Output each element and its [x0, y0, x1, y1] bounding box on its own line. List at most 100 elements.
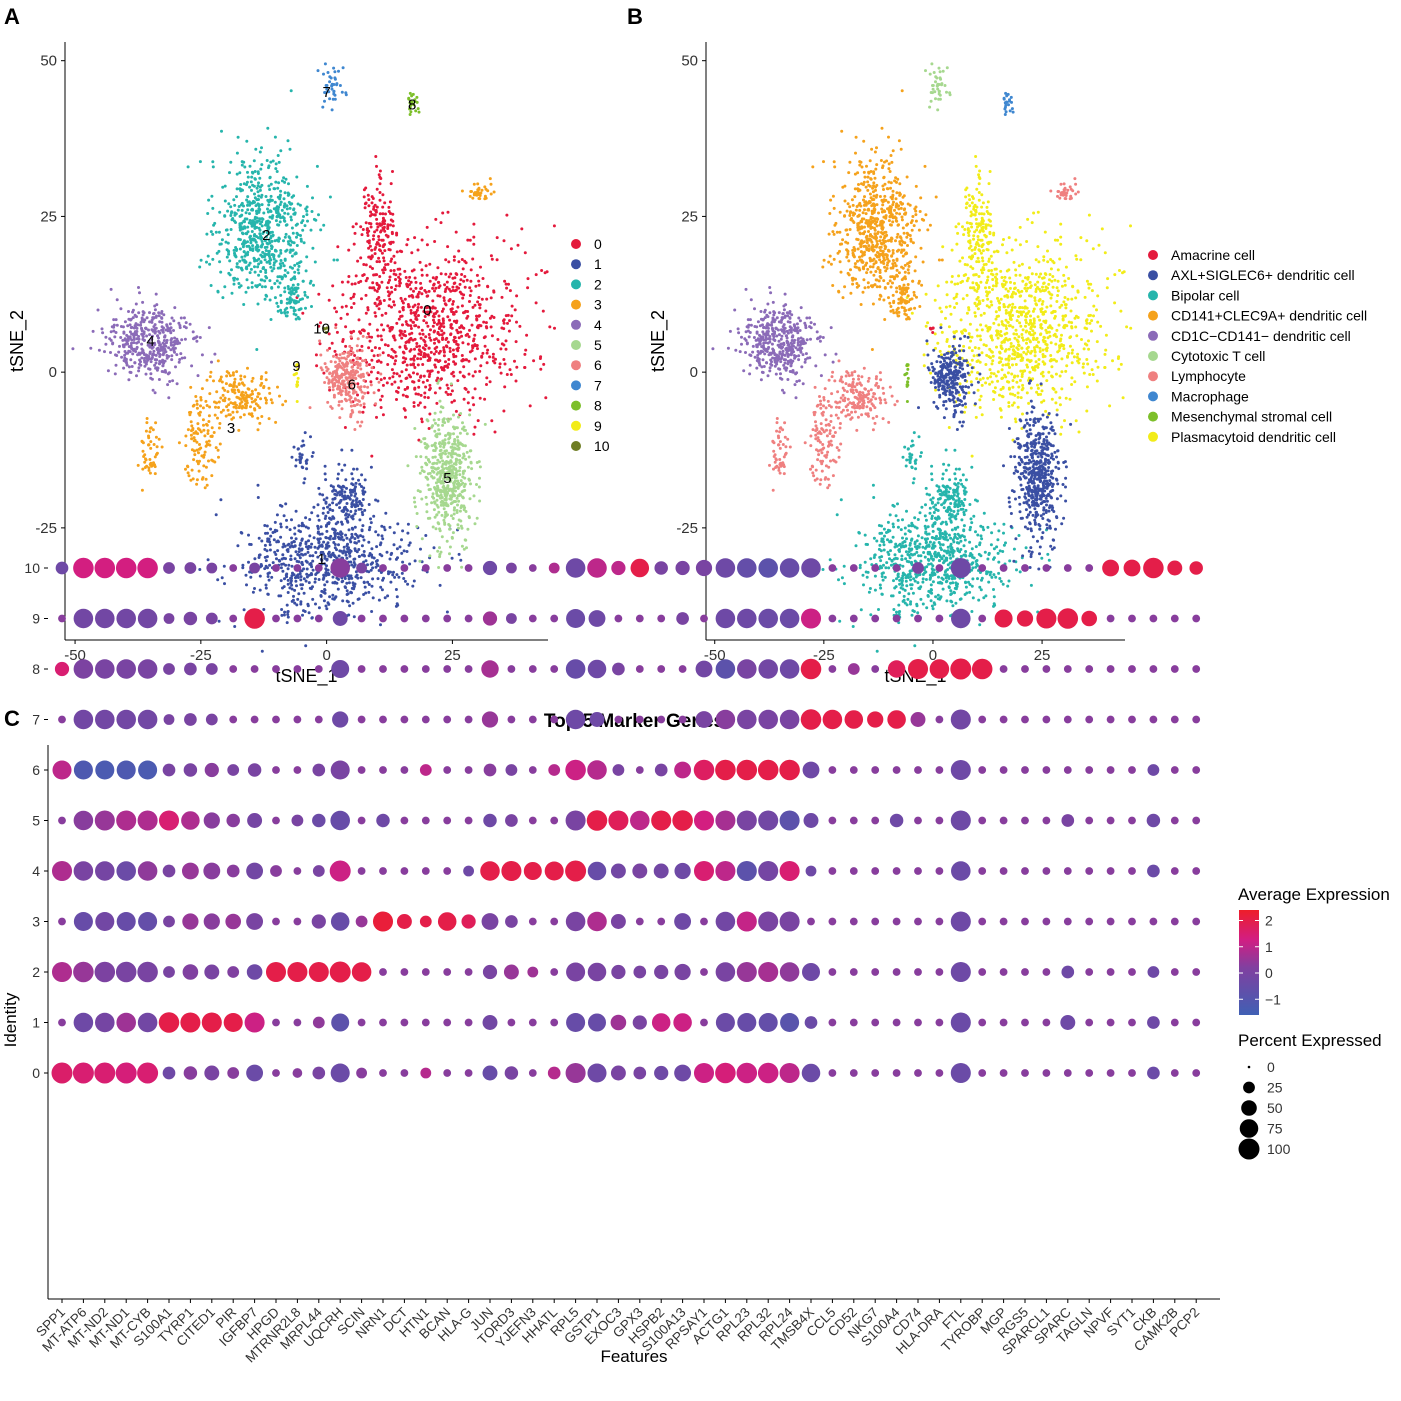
data-point [210, 458, 214, 462]
data-point [496, 338, 500, 341]
data-point [141, 337, 145, 341]
data-point [228, 259, 232, 263]
data-point [441, 459, 445, 463]
data-point [132, 332, 136, 336]
cluster-3 [136, 417, 164, 492]
data-point [506, 313, 510, 317]
data-point [210, 474, 214, 478]
data-point [299, 583, 303, 587]
data-point [244, 406, 248, 410]
data-point [457, 469, 461, 473]
data-point [300, 444, 304, 448]
data-point [200, 353, 204, 357]
data-point [1099, 324, 1103, 328]
data-point [139, 363, 143, 367]
data-point [244, 573, 248, 577]
data-point [130, 347, 134, 351]
data-point [267, 252, 271, 256]
data-point [299, 600, 303, 604]
data-point [478, 369, 482, 373]
data-point [473, 522, 477, 526]
data-point [447, 275, 451, 279]
data-point [247, 533, 250, 537]
data-point [273, 550, 277, 554]
data-point [502, 321, 506, 325]
data-point [460, 334, 464, 338]
data-point [137, 286, 140, 289]
data-point [448, 298, 452, 301]
data-point [448, 346, 452, 350]
data-point [196, 427, 200, 431]
data-point [1036, 210, 1040, 214]
data-point [154, 353, 158, 357]
data-point [427, 333, 431, 336]
data-point [343, 383, 347, 387]
data-point [233, 203, 237, 207]
data-point [426, 516, 430, 520]
data-point [428, 412, 432, 416]
data-point [395, 547, 399, 551]
data-point [976, 296, 980, 299]
data-point [240, 255, 244, 259]
data-point [230, 210, 234, 214]
data-point [127, 310, 130, 313]
data-point [198, 443, 201, 446]
data-point [219, 396, 223, 400]
data-point [324, 501, 328, 505]
data-point [447, 358, 451, 361]
data-point [1012, 375, 1016, 379]
data-point [211, 257, 215, 261]
data-point [371, 267, 374, 270]
data-point [374, 565, 378, 569]
data-point [192, 431, 196, 435]
data-point [314, 573, 318, 576]
data-point [164, 328, 168, 332]
data-point [381, 205, 385, 209]
data-point [452, 311, 456, 314]
data-point [431, 299, 435, 303]
data-point [472, 339, 475, 343]
data-point [137, 335, 141, 338]
data-point [452, 255, 456, 259]
data-point [255, 220, 259, 224]
data-point [334, 326, 338, 330]
data-point [269, 194, 273, 198]
data-point [293, 212, 297, 216]
data-point [141, 441, 145, 445]
data-point [313, 260, 317, 264]
data-point [308, 406, 312, 410]
data-point [264, 586, 268, 590]
data-point [456, 346, 460, 350]
data-point [351, 601, 355, 605]
data-point [194, 395, 198, 398]
data-point [128, 336, 132, 340]
data-point [455, 285, 459, 289]
data-point [467, 516, 471, 520]
data-point [114, 363, 118, 367]
data-point [460, 324, 463, 328]
data-point [457, 415, 460, 419]
data-point [459, 412, 463, 415]
data-point [302, 215, 305, 218]
data-point [341, 66, 345, 70]
data-point [370, 248, 374, 252]
data-point [454, 471, 458, 475]
data-point [197, 451, 200, 455]
data-point [376, 225, 380, 229]
data-point [441, 336, 445, 340]
data-point [442, 346, 446, 350]
y-tick-label: 25 [40, 208, 57, 225]
data-point [217, 406, 220, 409]
data-point [972, 354, 976, 358]
data-point [328, 195, 332, 199]
data-point [1004, 348, 1008, 352]
data-point [113, 335, 117, 339]
data-point [456, 435, 459, 439]
data-point [401, 305, 405, 309]
data-point [388, 376, 392, 380]
data-point [936, 341, 940, 345]
data-point [280, 613, 284, 617]
data-point [129, 358, 133, 362]
data-point [366, 306, 370, 310]
